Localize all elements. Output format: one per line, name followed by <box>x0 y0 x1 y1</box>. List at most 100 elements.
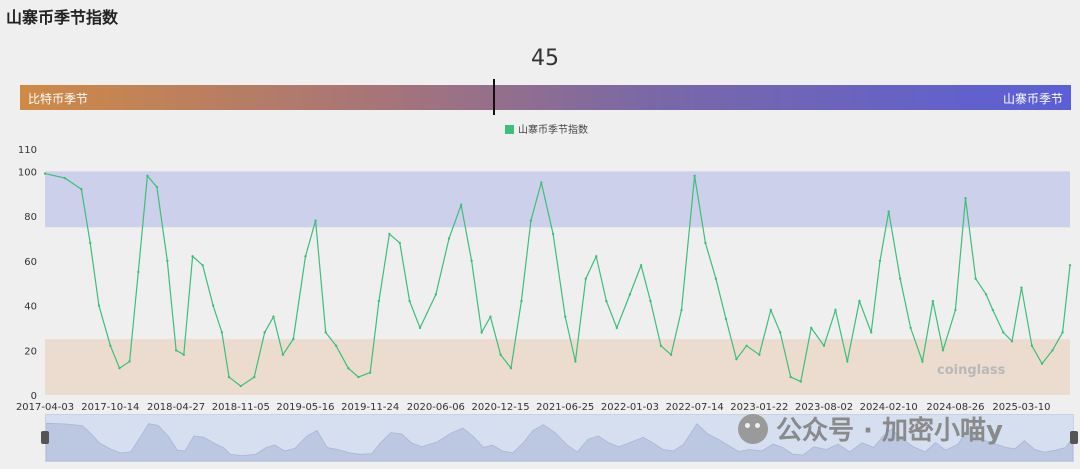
data-point <box>470 259 473 263</box>
data-point <box>489 315 492 318</box>
data-point <box>799 380 802 383</box>
data-point <box>520 299 523 303</box>
data-point <box>639 264 643 267</box>
page-title: 山寨币季节指数 <box>6 8 119 27</box>
zoom-preview-area <box>45 422 1074 462</box>
x-tick-label: 2017-10-14 <box>81 402 139 413</box>
data-point <box>921 360 924 363</box>
data-point <box>898 277 902 280</box>
x-tick-label: 2020-06-06 <box>407 402 465 413</box>
gauge-right-label: 山寨币季节 <box>1002 92 1063 106</box>
data-point <box>263 331 266 334</box>
data-point <box>347 366 350 370</box>
wechat-icon <box>738 413 768 444</box>
data-point <box>1020 286 1023 289</box>
x-tick-label: 2023-01-22 <box>730 402 788 413</box>
data-point <box>540 181 543 184</box>
zoom-handle-left[interactable] <box>41 431 49 444</box>
data-point <box>166 259 169 263</box>
x-tick-label: 2024-02-10 <box>860 402 918 413</box>
data-point <box>878 259 882 263</box>
data-point <box>991 308 995 312</box>
data-point <box>201 264 204 267</box>
data-point <box>909 326 912 330</box>
data-point <box>615 326 619 330</box>
data-point <box>272 315 275 318</box>
data-point <box>211 304 215 307</box>
data-point <box>769 308 772 312</box>
data-point <box>509 366 513 370</box>
y-tick-label: 20 <box>24 346 37 357</box>
data-point <box>564 315 567 318</box>
data-point <box>155 185 159 189</box>
data-point <box>834 308 837 312</box>
y-tick-label: 60 <box>24 257 37 268</box>
data-point <box>714 277 718 280</box>
y-tick-label: 40 <box>24 302 37 313</box>
data-point <box>574 360 577 363</box>
data-point <box>551 232 555 236</box>
data-point <box>1061 331 1064 334</box>
y-tick-label: 0 <box>31 391 37 402</box>
data-point <box>227 375 231 379</box>
data-point <box>304 255 307 258</box>
data-point <box>128 360 131 363</box>
data-point <box>253 375 256 379</box>
data-point <box>368 371 372 374</box>
data-point <box>974 277 977 280</box>
x-tick-label: 2019-11-24 <box>341 402 399 413</box>
data-point <box>789 375 792 379</box>
data-point <box>822 344 826 347</box>
data-point <box>480 331 483 334</box>
data-point <box>137 270 140 274</box>
altseason-index-chart: 0 20 40 60 80 100 110 2017-04-03 2017-10-14 2018… <box>16 145 1072 413</box>
x-tick-label: 2022-07-14 <box>666 402 724 413</box>
data-point <box>984 293 988 296</box>
data-point <box>964 197 967 200</box>
x-tick-label: 2017-04-03 <box>16 402 74 413</box>
x-tick-label: 2022-01-03 <box>601 402 659 413</box>
data-point <box>745 344 748 347</box>
data-point <box>434 293 438 296</box>
series-line-altseason-index <box>44 173 1071 387</box>
data-point <box>97 304 101 307</box>
data-point <box>174 349 178 352</box>
data-point <box>43 172 47 175</box>
data-point <box>735 358 738 361</box>
data-point <box>1051 349 1054 352</box>
chart-legend[interactable]: 山寨币季节指数 <box>505 121 588 136</box>
data-point <box>408 299 411 303</box>
x-tick-label: 2019-05-16 <box>276 402 334 413</box>
data-point <box>459 203 463 207</box>
data-point <box>669 353 673 356</box>
data-point <box>398 241 402 245</box>
data-point <box>239 384 242 388</box>
data-point <box>649 299 652 303</box>
data-point <box>693 174 696 178</box>
data-point <box>628 293 632 296</box>
data-point <box>314 219 317 222</box>
data-point <box>499 353 502 356</box>
data-point <box>1030 344 1034 347</box>
x-tick-label: 2018-04-27 <box>147 402 205 413</box>
data-point <box>63 176 67 180</box>
data-point <box>887 210 890 213</box>
data-point <box>659 344 663 347</box>
gauge-marker <box>492 79 495 115</box>
data-point <box>1040 362 1044 365</box>
data-point <box>324 331 327 334</box>
data-point <box>80 188 83 191</box>
zoom-handle-right[interactable] <box>1070 431 1078 444</box>
data-point <box>680 308 683 312</box>
data-point <box>858 299 861 303</box>
data-point <box>388 232 391 236</box>
altseason-band <box>45 171 1070 228</box>
zoom-slider[interactable] <box>41 414 1078 462</box>
data-point <box>88 241 92 245</box>
data-point <box>758 353 761 356</box>
data-point <box>724 317 728 321</box>
data-point <box>810 326 813 330</box>
data-point <box>377 299 381 303</box>
coinglass-watermark: coinglass <box>937 363 1006 378</box>
y-tick-label: 100 <box>18 167 37 178</box>
